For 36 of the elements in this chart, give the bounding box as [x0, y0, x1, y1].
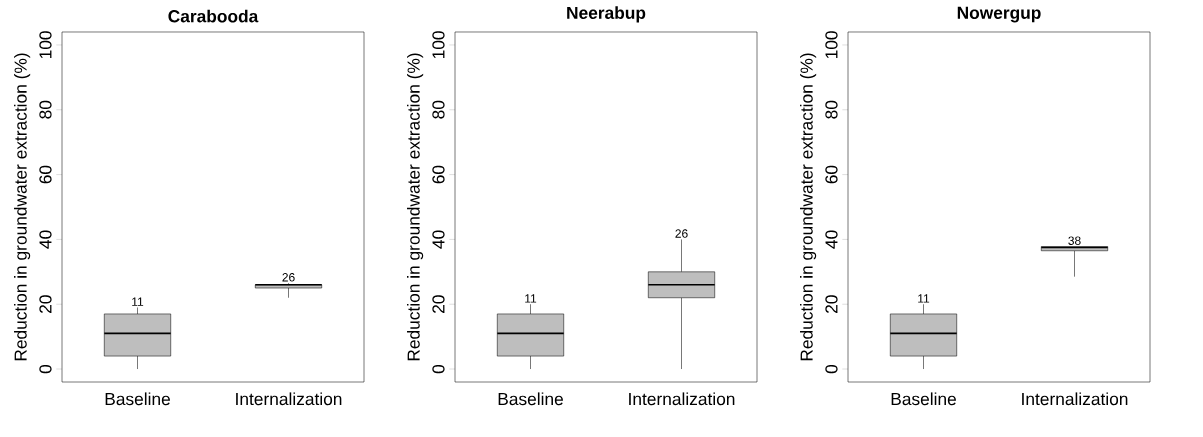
- y-axis-title: Reduction in groundwater extraction (%): [14, 53, 31, 361]
- chart-title: Nowergup: [957, 6, 1041, 23]
- x-tick-label: Baseline: [105, 392, 170, 406]
- y-tick-label: 0: [825, 364, 838, 374]
- x-tick-label: Internalization: [236, 392, 342, 406]
- y-tick-label: 20: [825, 295, 838, 313]
- y-tick-label: 100: [39, 31, 52, 59]
- chart-title: Neerabup: [567, 6, 646, 23]
- y-tick-label: 40: [825, 230, 838, 249]
- y-tick-label: 80: [39, 100, 52, 119]
- y-axis-title: Reduction in groundwater extraction (%): [800, 53, 817, 361]
- y-tick-label: 20: [432, 295, 445, 313]
- y-tick-label: 60: [39, 165, 52, 184]
- y-tick-label: 60: [825, 165, 838, 184]
- chart-title: Carabooda: [168, 9, 259, 23]
- annotation: 11: [918, 294, 930, 303]
- y-tick-label: 20: [39, 295, 52, 313]
- y-tick-label: 40: [39, 230, 52, 249]
- y-tick-label: 60: [432, 165, 445, 184]
- annotation: 11: [525, 294, 537, 303]
- y-tick-label: 100: [825, 31, 838, 59]
- annotation: 38: [1068, 236, 1081, 245]
- y-tick-label: 80: [432, 100, 445, 119]
- y-axis-title: Reduction in groundwater extraction (%): [407, 53, 424, 361]
- y-tick-label: 80: [825, 100, 838, 119]
- y-tick-label: 0: [432, 364, 445, 374]
- x-tick-label: Internalization: [629, 392, 735, 406]
- y-tick-label: 0: [39, 364, 52, 374]
- x-tick-label: Baseline: [498, 392, 563, 406]
- x-tick-label: Internalization: [1022, 392, 1128, 406]
- annotation: 26: [282, 273, 295, 282]
- annotation: 11: [132, 297, 144, 306]
- annotation: 26: [675, 229, 688, 238]
- y-tick-label: 40: [432, 230, 445, 249]
- x-tick-label: Baseline: [891, 392, 956, 406]
- y-tick-label: 100: [432, 31, 445, 59]
